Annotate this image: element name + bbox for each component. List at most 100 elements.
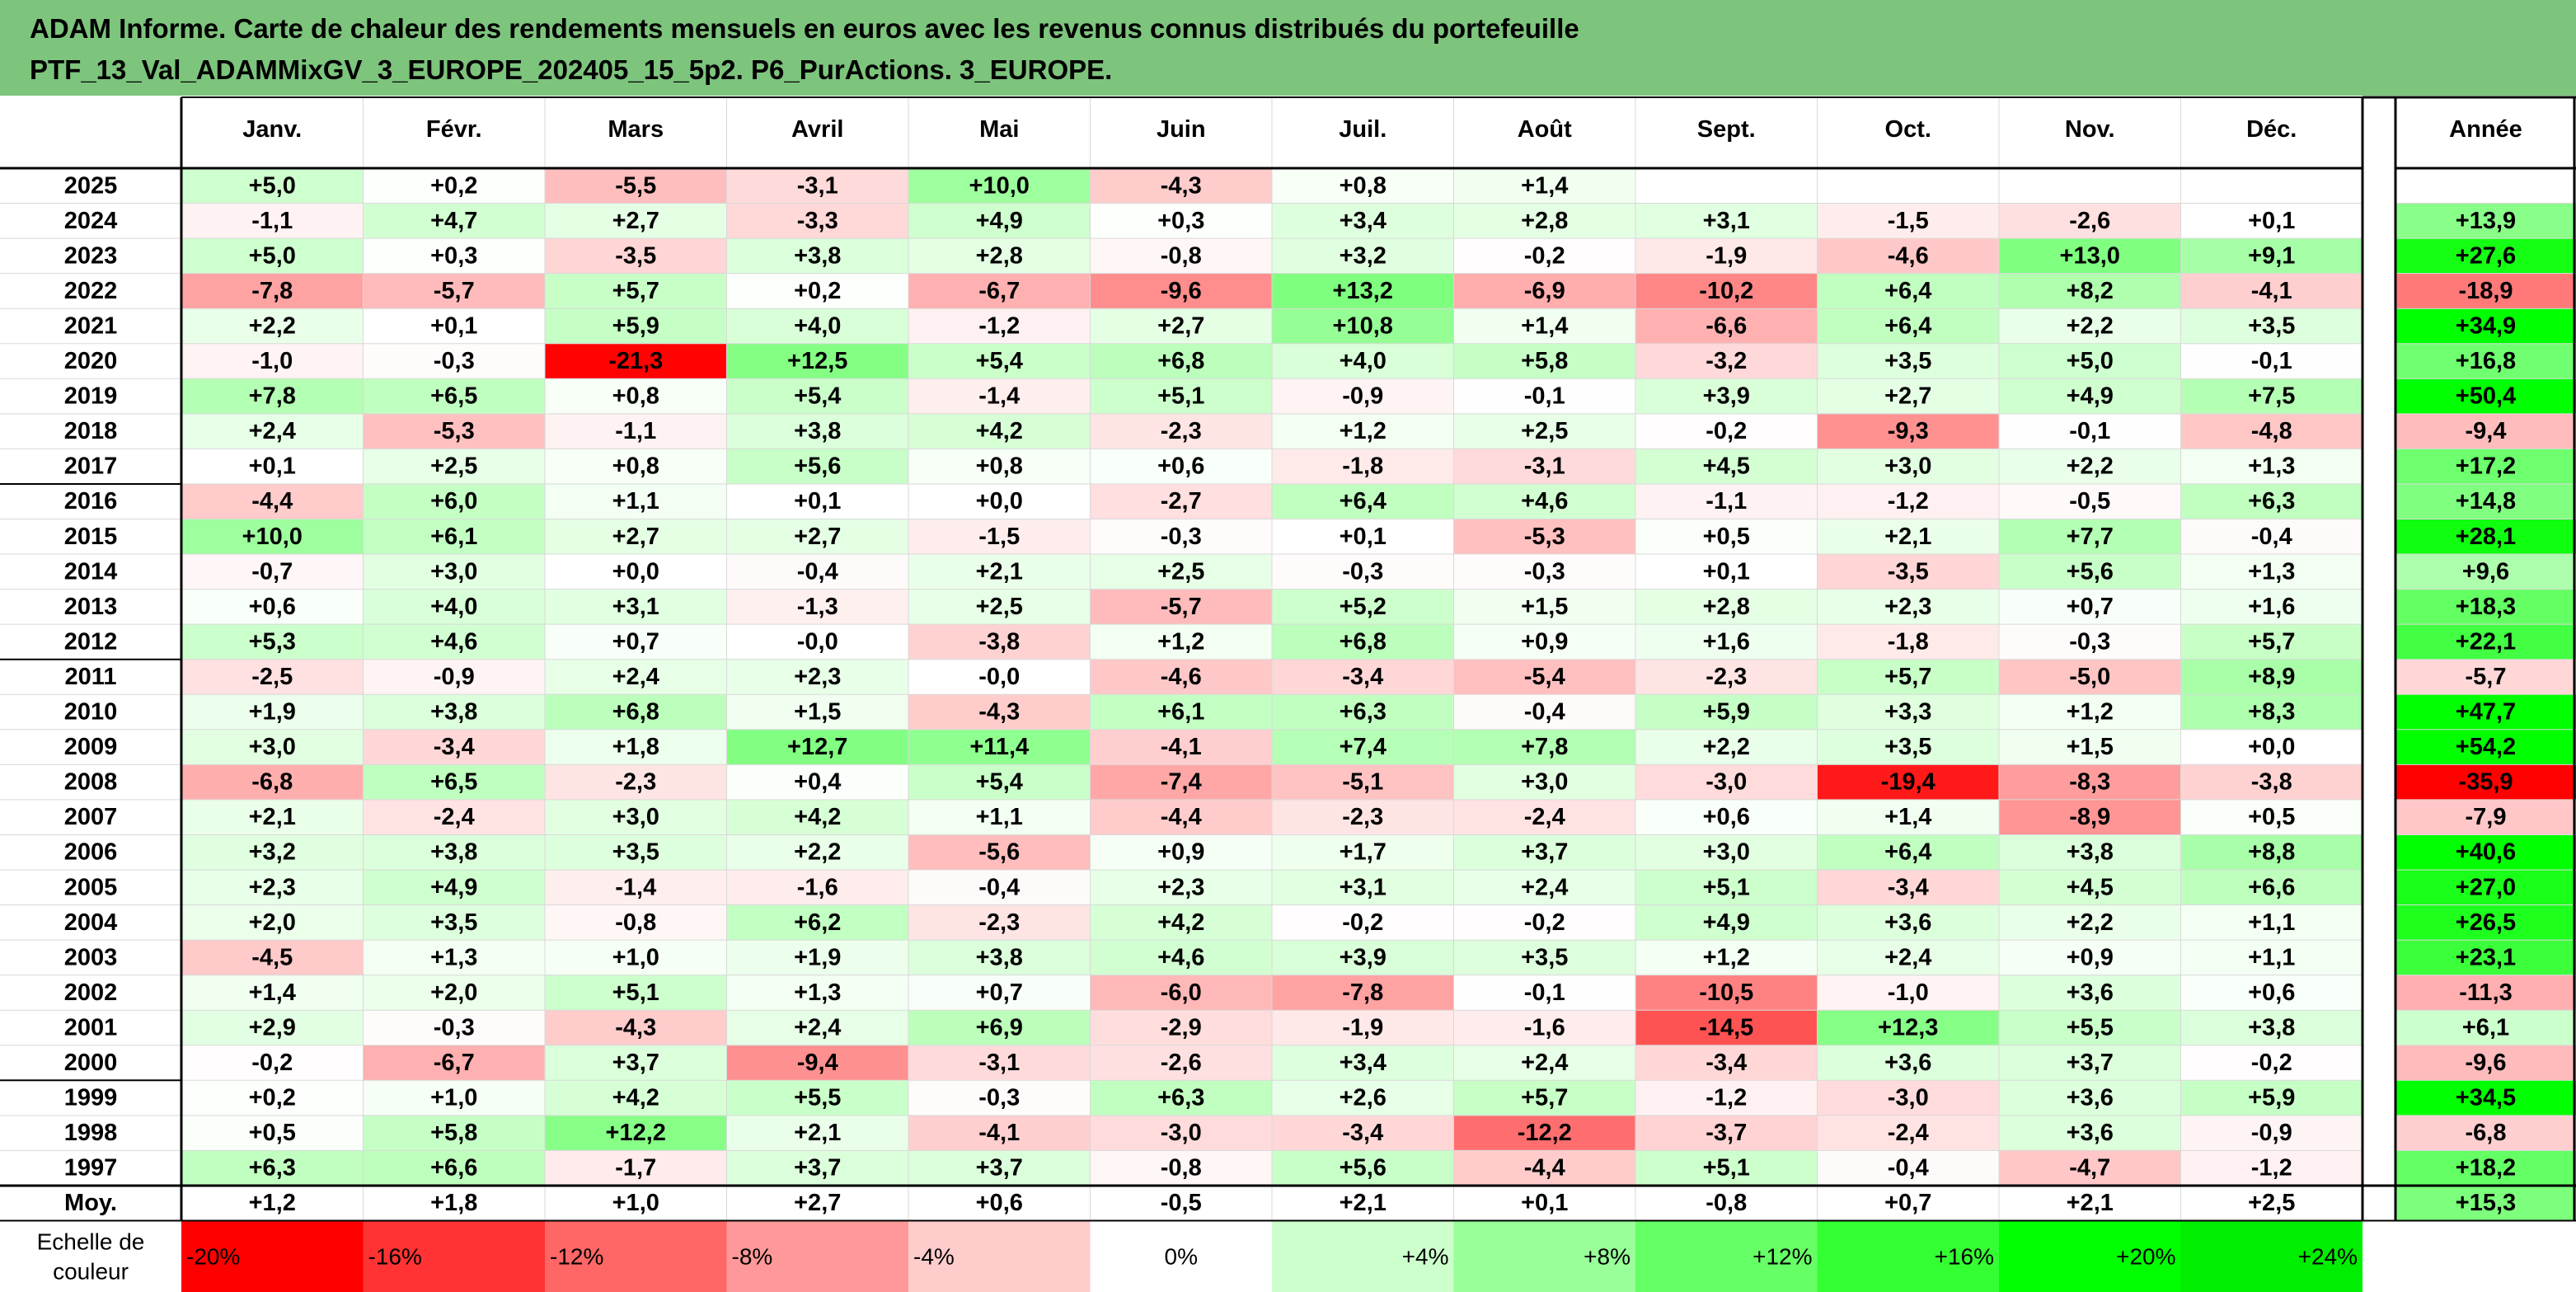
year-label: 2010 bbox=[64, 699, 118, 726]
heatmap-cell bbox=[2180, 764, 2363, 800]
year-total-value: +34,5 bbox=[2456, 1085, 2516, 1111]
heatmap-cell bbox=[726, 870, 908, 905]
heatmap-cell bbox=[1453, 413, 1635, 449]
heatmap-cell bbox=[1817, 413, 1999, 449]
year-total-value: +9,6 bbox=[2462, 558, 2509, 585]
cell-value: -3,0 bbox=[1161, 1120, 1202, 1146]
scale-step-label: -12% bbox=[550, 1243, 603, 1269]
year-total-cell bbox=[2395, 1115, 2576, 1151]
cell-value: +3,8 bbox=[794, 418, 841, 444]
heatmap-cell bbox=[908, 764, 1091, 800]
heatmap-cell bbox=[545, 238, 727, 274]
cell-value: +4,2 bbox=[976, 418, 1023, 444]
cell-value: -0,4 bbox=[1524, 699, 1565, 726]
cell-value: +5,9 bbox=[2248, 1085, 2295, 1111]
cell-value: +3,6 bbox=[2067, 1085, 2114, 1111]
heatmap-cell bbox=[1635, 975, 1818, 1011]
heatmap-cell bbox=[1090, 834, 1272, 870]
heatmap-cell bbox=[1817, 168, 1999, 204]
heatmap-cell bbox=[2180, 413, 2363, 449]
cell-value: +1,2 bbox=[1703, 944, 1750, 970]
heatmap-cell bbox=[1090, 799, 1272, 835]
cell-value: -0,4 bbox=[2251, 524, 2292, 550]
year-label: 1998 bbox=[64, 1120, 118, 1146]
heatmap-cell bbox=[181, 413, 364, 449]
heatmap-cell bbox=[1635, 519, 1818, 555]
heatmap-cell bbox=[908, 413, 1091, 449]
year-label: 1999 bbox=[64, 1085, 118, 1111]
heatmap-cell bbox=[181, 659, 364, 695]
heatmap-cell bbox=[1090, 554, 1272, 590]
cell-value: +0,0 bbox=[976, 488, 1023, 514]
heatmap-cell bbox=[181, 343, 364, 379]
average-cell bbox=[1090, 1185, 1272, 1221]
year-cell bbox=[0, 940, 181, 975]
year-total-value: +22,1 bbox=[2456, 628, 2516, 655]
heatmap-cell bbox=[181, 273, 364, 309]
heatmap-cell bbox=[1090, 378, 1272, 414]
cell-value: -6,9 bbox=[1524, 278, 1565, 304]
heatmap-cell bbox=[1817, 1150, 1999, 1186]
cell-value: -2,3 bbox=[615, 769, 656, 796]
cell-value: +8,3 bbox=[2248, 699, 2295, 726]
cell-value: +2,0 bbox=[249, 909, 296, 936]
year-total-cell bbox=[2395, 203, 2576, 239]
heatmap-cell bbox=[1272, 975, 1454, 1011]
scale-swatch bbox=[545, 1220, 727, 1292]
heatmap-cell bbox=[1817, 343, 1999, 379]
heatmap-cell bbox=[1272, 694, 1454, 730]
cell-value: -3,4 bbox=[1342, 664, 1383, 690]
heatmap-cell bbox=[181, 483, 364, 519]
cell-value: -1,1 bbox=[251, 208, 293, 234]
heatmap-cell bbox=[1635, 624, 1818, 660]
cell-value: +12,3 bbox=[1878, 1014, 1938, 1041]
heatmap-cell bbox=[726, 413, 908, 449]
heatmap-cell bbox=[363, 413, 545, 449]
heatmap-cell bbox=[1999, 975, 2181, 1011]
heatmap-cell bbox=[363, 554, 545, 590]
heatmap-cell bbox=[726, 449, 908, 484]
cell-value: +5,8 bbox=[1521, 348, 1568, 374]
heatmap-cell bbox=[1999, 799, 2181, 835]
heatmap-cell bbox=[908, 799, 1091, 835]
heatmap-cell bbox=[1635, 904, 1818, 941]
year-label: 2016 bbox=[64, 488, 118, 514]
cell-value: +0,1 bbox=[1340, 524, 1387, 550]
cell-value: +4,9 bbox=[2067, 383, 2114, 410]
heatmap-cell bbox=[726, 168, 908, 204]
average-cell bbox=[1635, 1185, 1818, 1221]
cell-value: +0,7 bbox=[612, 628, 659, 655]
cell-value: +4,0 bbox=[430, 594, 477, 620]
cell-value: -2,7 bbox=[1161, 488, 1202, 514]
heatmap-cell bbox=[1635, 1150, 1818, 1186]
heatmap-cell bbox=[545, 799, 727, 835]
heatmap-cell bbox=[908, 378, 1091, 414]
average-cell bbox=[181, 1185, 364, 1221]
cell-value: -0,3 bbox=[2069, 628, 2110, 655]
heatmap-cell bbox=[1817, 834, 1999, 870]
cell-value: +0,6 bbox=[249, 594, 296, 620]
cell-value: +6,3 bbox=[1157, 1085, 1204, 1111]
year-total-value: +14,8 bbox=[2456, 488, 2516, 514]
cell-value: +1,3 bbox=[2248, 453, 2295, 480]
cell-value: +2,2 bbox=[249, 312, 296, 339]
heatmap-cell bbox=[363, 940, 545, 975]
year-total-cell bbox=[2395, 1080, 2576, 1116]
heatmap-cell bbox=[2180, 729, 2363, 765]
cell-value: +13,0 bbox=[2060, 242, 2120, 269]
cell-value: -9,3 bbox=[1888, 418, 1929, 444]
heatmap-cell bbox=[181, 1010, 364, 1045]
cell-value: +3,5 bbox=[2248, 312, 2295, 339]
year-label: 2007 bbox=[64, 804, 118, 830]
scale-step-label: -20% bbox=[186, 1243, 240, 1269]
heatmap-cell bbox=[726, 378, 908, 414]
heatmap-cell bbox=[181, 799, 364, 835]
heatmap-cell bbox=[545, 659, 727, 695]
heatmap-cell bbox=[1090, 904, 1272, 941]
cell-value: -3,4 bbox=[434, 734, 475, 760]
heatmap-cell bbox=[363, 449, 545, 484]
heatmap-cell bbox=[1090, 1080, 1272, 1116]
cell-value: +0,7 bbox=[976, 980, 1023, 1006]
cell-value: +5,1 bbox=[612, 980, 659, 1006]
cell-value: -6,7 bbox=[978, 278, 1020, 304]
